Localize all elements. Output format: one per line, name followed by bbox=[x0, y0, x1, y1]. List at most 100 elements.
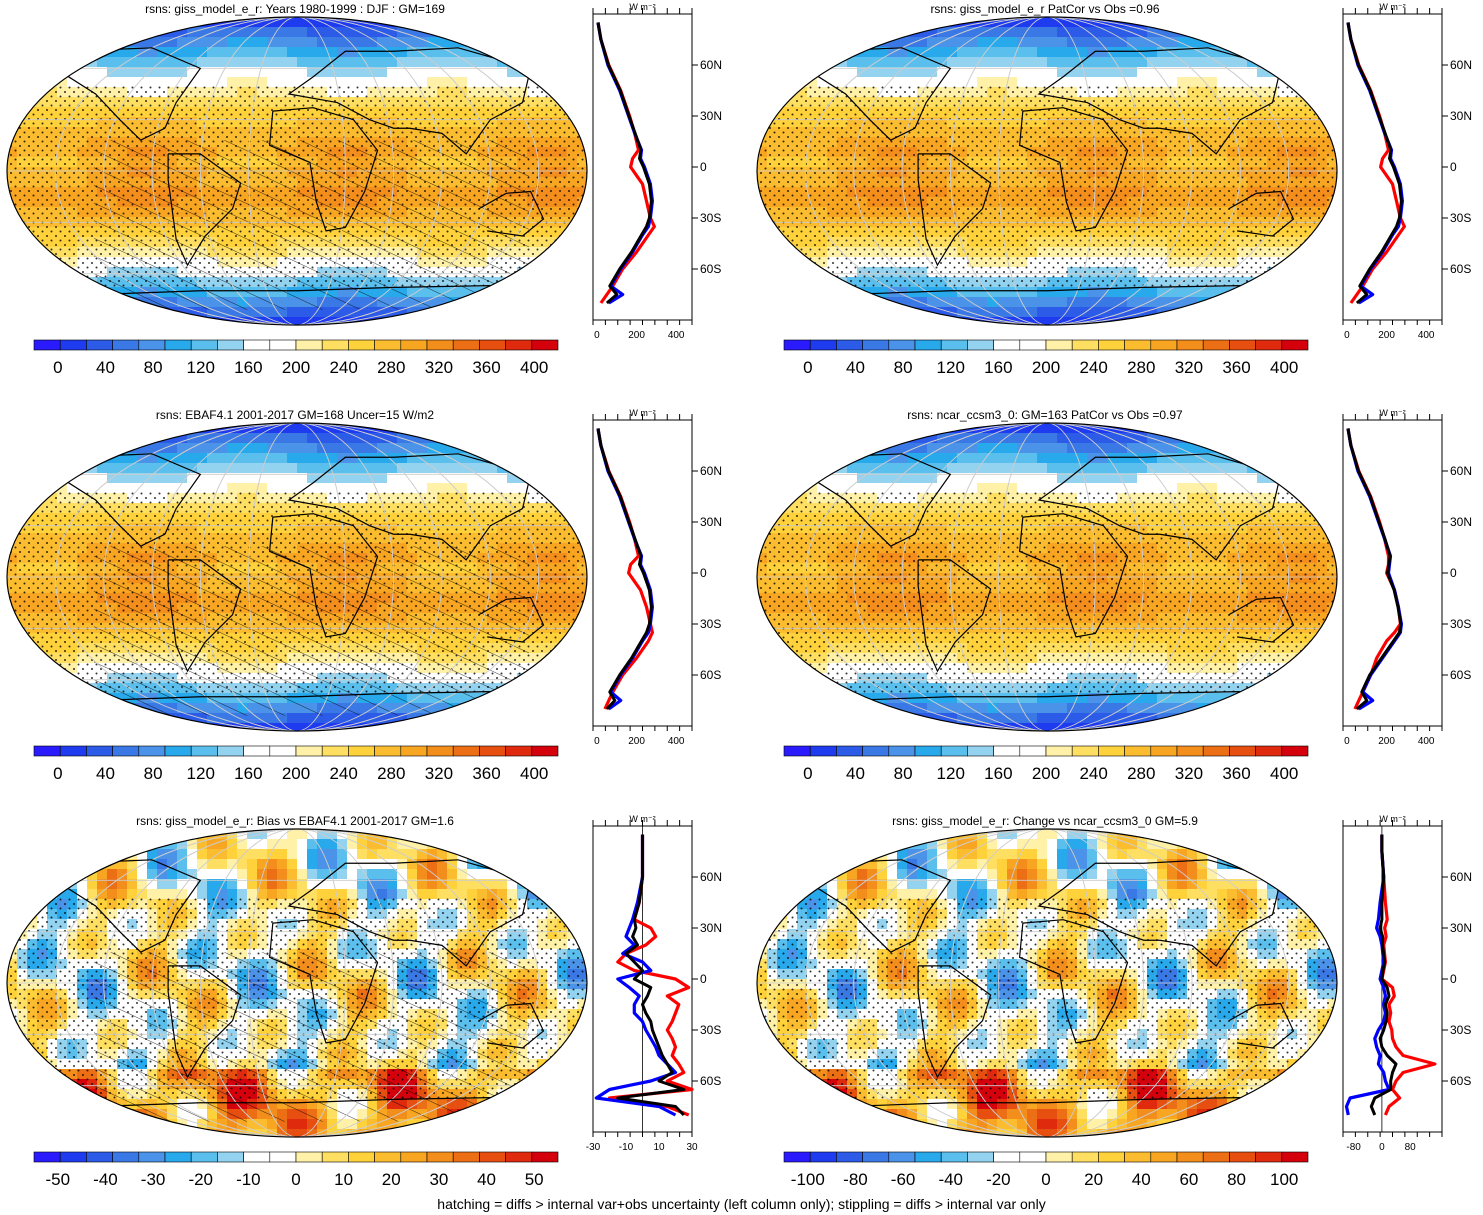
profile-x-tick-label: -30 bbox=[586, 1142, 601, 1153]
profile-lat-tick-label: 30N bbox=[1450, 921, 1472, 935]
panel-2: rsns: giss_model_e_r PatCor vs Obs =0.96… bbox=[750, 0, 1483, 400]
colorbar-tick-label: 240 bbox=[1079, 764, 1107, 783]
colorbar-tick-label: -100 bbox=[791, 1170, 825, 1189]
colorbar-tick-label: 320 bbox=[425, 764, 453, 783]
zonal-profile: W m⁻² 0 200 400 60N 30N 0 30S 60S bbox=[592, 408, 722, 747]
zonal-profile: W m⁻² -80 0 80 60N 30N 0 30S 60S bbox=[1342, 814, 1472, 1153]
graticule bbox=[7, 829, 587, 1137]
profile-lat-tick-label: 30S bbox=[1450, 1023, 1471, 1037]
profile-lat-tick-label: 60N bbox=[700, 870, 722, 884]
colorbar-tick-label: 320 bbox=[425, 358, 453, 377]
profile-lat-tick-label: 60S bbox=[700, 1074, 721, 1088]
profile-lat-tick-label: 60N bbox=[700, 464, 722, 478]
profile-series-line bbox=[607, 834, 694, 1117]
graticule bbox=[757, 17, 1337, 325]
colorbar-tick-label: 360 bbox=[1222, 358, 1250, 377]
colorbar-tick-label: -40 bbox=[938, 1170, 963, 1189]
panel-graphics: 0 40 80 120 160 200 240 280 320 360 400 W m⁻² 0 200 40… bbox=[6, 2, 722, 377]
colorbar-tick-label: 280 bbox=[377, 764, 405, 783]
profile-x-tick-label: 0 bbox=[1344, 736, 1350, 747]
colorbar-tick-label: 40 bbox=[96, 358, 115, 377]
colorbar-tick-label: 280 bbox=[377, 358, 405, 377]
colorbar-tick-label: 0 bbox=[291, 1170, 300, 1189]
colorbar-tick-label: 240 bbox=[1079, 358, 1107, 377]
profile-lat-tick-label: 30N bbox=[700, 515, 722, 529]
colorbar-tick-label: 80 bbox=[894, 764, 913, 783]
graticule bbox=[757, 423, 1337, 731]
figure-footer: hatching = diffs > internal var+obs unce… bbox=[437, 1196, 1046, 1212]
panel-graphics: 0 40 80 120 160 200 240 280 320 360 400 W m⁻² 0 200 40… bbox=[756, 2, 1472, 377]
colorbar-tick-label: -50 bbox=[46, 1170, 71, 1189]
panel-graphics: 0 40 80 120 160 200 240 280 320 360 400 W m⁻² 0 200 40… bbox=[6, 408, 722, 783]
stippling-overlay bbox=[757, 86, 1337, 287]
colorbar-tick-label: 360 bbox=[472, 358, 500, 377]
profile-lat-tick-label: 30N bbox=[1450, 109, 1472, 123]
colorbar-tick-label: 50 bbox=[525, 1170, 544, 1189]
colorbar-tick-label: 20 bbox=[1084, 1170, 1103, 1189]
profile-lat-tick-label: 60N bbox=[700, 58, 722, 72]
profile-lat-tick-label: 30S bbox=[1450, 211, 1471, 225]
colorbar: 0 40 80 120 160 200 240 280 320 360 400 bbox=[783, 339, 1309, 377]
map-title: rsns: giss_model_e_r: Bias vs EBAF4.1 20… bbox=[136, 814, 454, 828]
colorbar-tick-label: 0 bbox=[53, 358, 62, 377]
colorbar-tick-label: 40 bbox=[846, 358, 865, 377]
profile-lat-tick-label: 60S bbox=[700, 668, 721, 682]
profile-series-line bbox=[1346, 428, 1403, 711]
colorbar: 0 40 80 120 160 200 240 280 320 360 400 bbox=[33, 339, 559, 377]
colorbar-tick-label: 320 bbox=[1175, 358, 1203, 377]
stippling-overlay bbox=[757, 492, 1337, 693]
profile-lat-tick-label: 0 bbox=[700, 160, 707, 174]
stippling-overlay bbox=[757, 898, 1337, 1099]
colorbar: 0 40 80 120 160 200 240 280 320 360 400 bbox=[33, 745, 559, 783]
colorbar-tick-label: 200 bbox=[1032, 358, 1060, 377]
map-title: rsns: EBAF4.1 2001-2017 GM=168 Uncer=15 … bbox=[155, 408, 435, 422]
map-title: rsns: giss_model_e_r PatCor vs Obs =0.96 bbox=[930, 2, 1160, 16]
profile-x-tick-label: 200 bbox=[1378, 330, 1395, 341]
colorbar-tick-label: 80 bbox=[144, 358, 163, 377]
zonal-profile: W m⁻² 0 200 400 60N 30N 0 30S 60S bbox=[1342, 408, 1472, 747]
profile-x-tick-label: 80 bbox=[1405, 1142, 1417, 1153]
profile-lat-tick-label: 0 bbox=[1450, 160, 1457, 174]
colorbar-tick-label: 400 bbox=[1270, 764, 1298, 783]
profile-x-tick-label: 10 bbox=[653, 1142, 665, 1153]
colorbar-tick-label: 200 bbox=[1032, 764, 1060, 783]
panel-1: rsns: giss_model_e_r: Years 1980-1999 : … bbox=[0, 0, 740, 400]
hatching-overlay bbox=[94, 546, 529, 716]
panel-graphics: -50 -40 -30 -20 -10 0 10 20 30 40 50 W m⁻² -30 -10 10 3… bbox=[6, 814, 722, 1189]
map-border bbox=[756, 16, 1338, 326]
map-border bbox=[6, 16, 588, 326]
colorbar-tick-label: 360 bbox=[1222, 764, 1250, 783]
zonal-profile: W m⁻² 0 200 400 60N 30N 0 30S 60S bbox=[1342, 2, 1472, 341]
profile-series-line bbox=[1380, 834, 1437, 1116]
profile-lat-tick-label: 30S bbox=[700, 1023, 721, 1037]
profile-x-tick-label: 0 bbox=[594, 330, 600, 341]
profile-series-line bbox=[1369, 834, 1398, 1116]
colorbar-tick-label: 80 bbox=[894, 358, 913, 377]
colorbar-tick-label: 80 bbox=[144, 764, 163, 783]
profile-x-tick-label: 200 bbox=[628, 330, 645, 341]
colorbar-tick-label: 10 bbox=[334, 1170, 353, 1189]
profile-lat-tick-label: 60S bbox=[1450, 668, 1471, 682]
colorbar: -100 -80 -60 -40 -20 0 20 40 60 80 100 bbox=[783, 1151, 1309, 1189]
profile-x-tick-label: 0 bbox=[1344, 330, 1350, 341]
colorbar-tick-label: 40 bbox=[846, 764, 865, 783]
map-border bbox=[6, 422, 588, 732]
colorbar-tick-label: 0 bbox=[1041, 1170, 1050, 1189]
profile-lat-tick-label: 0 bbox=[1450, 972, 1457, 986]
panel-3: rsns: EBAF4.1 2001-2017 GM=168 Uncer=15 … bbox=[0, 406, 740, 806]
profile-series-line bbox=[616, 834, 686, 1117]
profile-x-tick-label: 0 bbox=[1379, 1142, 1385, 1153]
profile-lat-tick-label: 30S bbox=[1450, 617, 1471, 631]
map-title: rsns: ncar_ccsm3_0: GM=163 PatCor vs Obs… bbox=[907, 408, 1183, 422]
colorbar-tick-label: 100 bbox=[1270, 1170, 1298, 1189]
colorbar-tick-label: 280 bbox=[1127, 358, 1155, 377]
colorbar-tick-label: 400 bbox=[1270, 358, 1298, 377]
panel-graphics: 0 40 80 120 160 200 240 280 320 360 400 W m⁻² 0 200 40… bbox=[756, 408, 1472, 783]
colorbar-tick-label: 40 bbox=[477, 1170, 496, 1189]
profile-unit-label: W m⁻² bbox=[629, 814, 655, 824]
profile-x-tick-label: 400 bbox=[1418, 330, 1435, 341]
zonal-profile: W m⁻² -30 -10 10 30 60N 30N 0 30S 60S bbox=[586, 814, 722, 1153]
profile-x-tick-label: 0 bbox=[594, 736, 600, 747]
profile-lat-tick-label: 0 bbox=[700, 972, 707, 986]
colorbar-tick-label: 60 bbox=[1179, 1170, 1198, 1189]
